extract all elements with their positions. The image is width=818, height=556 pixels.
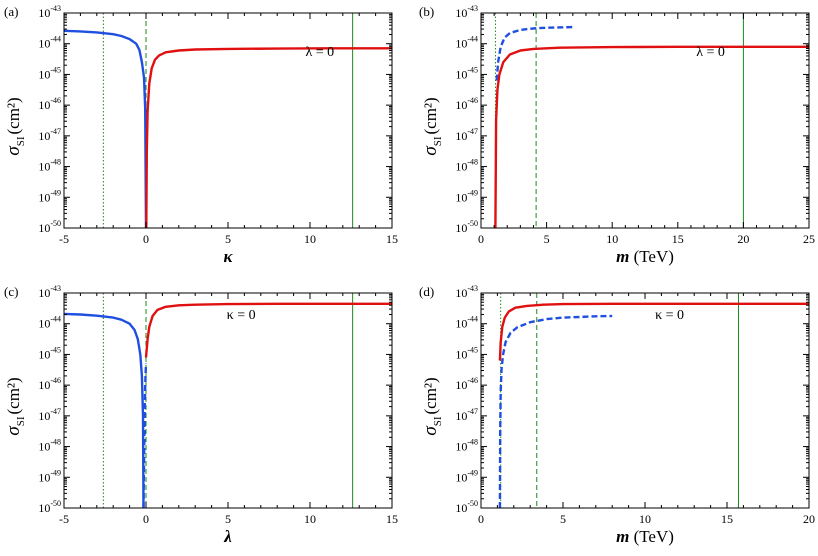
plot-frame	[64, 13, 392, 228]
series-line-blue-dashed	[497, 27, 573, 81]
x-tick-label: 0	[143, 512, 149, 526]
x-tick-label: 0	[478, 512, 484, 526]
plot-frame	[64, 293, 392, 508]
y-tick-label: 10-45	[38, 65, 61, 81]
plot-frame	[481, 293, 809, 508]
y-tick-label: 10-46	[38, 96, 61, 112]
plot-frame	[481, 13, 809, 228]
y-tick-label: 10-50	[38, 219, 61, 235]
x-tick-label: 0	[478, 232, 484, 246]
y-tick-label: 10-45	[38, 345, 61, 361]
y-tick-label: 10-44	[455, 315, 478, 331]
y-tick-label: 10-45	[455, 65, 478, 81]
figure: (a)-5 0 5 10 1510-5010-4910-4810-4710-4610-4…	[0, 0, 818, 556]
x-tick-label: 5	[225, 512, 231, 526]
x-tick-label: 15	[721, 512, 733, 526]
panel-c: (c) -5 0 5 10 15 10-50 10-49 10-48 10-47 10-46 10-4…	[3, 284, 398, 546]
y-tick-label: 10-48	[455, 158, 478, 174]
y-tick-label: 10-47	[38, 407, 61, 423]
y-tick-label: 10-44	[38, 315, 61, 331]
y-tick-label: 10-46	[38, 376, 61, 392]
x-tick-label: 0	[143, 232, 149, 246]
y-tick-label: 10-45	[455, 345, 478, 361]
y-tick-label: 10-49	[455, 468, 478, 484]
panel-label: (c)	[4, 284, 18, 299]
y-tick-label: 10-49	[38, 188, 61, 204]
x-tick-label: 20	[737, 232, 749, 246]
y-tick-label: 10-50	[38, 499, 61, 515]
y-tick-label: 10-49	[455, 188, 478, 204]
x-tick-label: 10	[639, 512, 651, 526]
y-tick-label: 10-50	[455, 499, 478, 515]
x-tick-label: 5	[560, 512, 566, 526]
y-axis-label: σSI(cm²)	[420, 377, 444, 435]
x-tick-label: 10	[304, 232, 316, 246]
y-tick-label: 10-43	[455, 284, 478, 300]
y-axis-label: σSI(cm²)	[3, 97, 27, 155]
y-tick-label: 10-43	[38, 4, 61, 20]
y-tick-label: 10-46	[455, 96, 478, 112]
x-tick-label: 5	[544, 232, 550, 246]
series-line-blue-solid	[64, 31, 146, 228]
x-tick-label: -5	[59, 512, 69, 526]
x-tick-label: 25	[803, 232, 815, 246]
y-tick-label: 10-47	[455, 407, 478, 423]
x-tick-label: 5	[225, 232, 231, 246]
annotation-label: λ = 0	[305, 45, 334, 60]
series-line-blue-dashed	[500, 316, 612, 508]
y-tick-label: 10-47	[455, 127, 478, 143]
y-tick-label: 10-48	[38, 438, 61, 454]
y-axis-label: σSI(cm²)	[420, 97, 444, 155]
x-tick-label: 15	[386, 512, 398, 526]
y-tick-label: 10-50	[455, 219, 478, 235]
y-tick-label: 10-48	[455, 438, 478, 454]
x-axis-label: m (TeV)	[616, 527, 674, 546]
panel-a: (a) -5 0 5 10 15 10-50 10-49 10-48 10-47 10-46 10-4…	[3, 4, 398, 266]
y-tick-label: 10-43	[455, 4, 478, 20]
annotation-label: λ = 0	[696, 45, 725, 60]
y-tick-label: 10-44	[455, 35, 478, 51]
y-tick-label: 10-44	[38, 35, 61, 51]
annotation-label: κ = 0	[655, 308, 684, 323]
x-axis-label: λ	[223, 527, 232, 546]
series-line-red-solid	[146, 48, 392, 228]
y-tick-label: 10-43	[38, 284, 61, 300]
y-tick-label: 10-49	[38, 468, 61, 484]
x-tick-label: 10	[606, 232, 618, 246]
panel-label: (a)	[4, 4, 18, 19]
x-tick-label: 15	[386, 232, 398, 246]
series-line-red-solid	[495, 47, 809, 228]
x-tick-label: 15	[672, 232, 684, 246]
annotation-label: κ = 0	[227, 308, 256, 323]
x-tick-label: -5	[59, 232, 69, 246]
y-axis-label: σSI(cm²)	[3, 377, 27, 435]
x-axis-label: κ	[223, 247, 233, 266]
panel-label: (b)	[419, 4, 434, 19]
y-tick-label: 10-48	[38, 158, 61, 174]
panel-b: (b) 0 5 10 15 20 25 10-50 10-49 10-48 10-47 10-46 10…	[419, 4, 815, 266]
x-tick-label: 10	[304, 512, 316, 526]
x-tick-label: 20	[803, 512, 815, 526]
y-tick-label: 10-47	[38, 127, 61, 143]
panel-d: (d) 0 5 10 15 20 10-50 10-49 10-48 10-47 10-46 10-4…	[419, 284, 815, 546]
y-tick-label: 10-46	[455, 376, 478, 392]
panel-label: (d)	[419, 284, 434, 299]
x-axis-label: m (TeV)	[616, 247, 674, 266]
series-line-red-solid	[146, 304, 392, 358]
